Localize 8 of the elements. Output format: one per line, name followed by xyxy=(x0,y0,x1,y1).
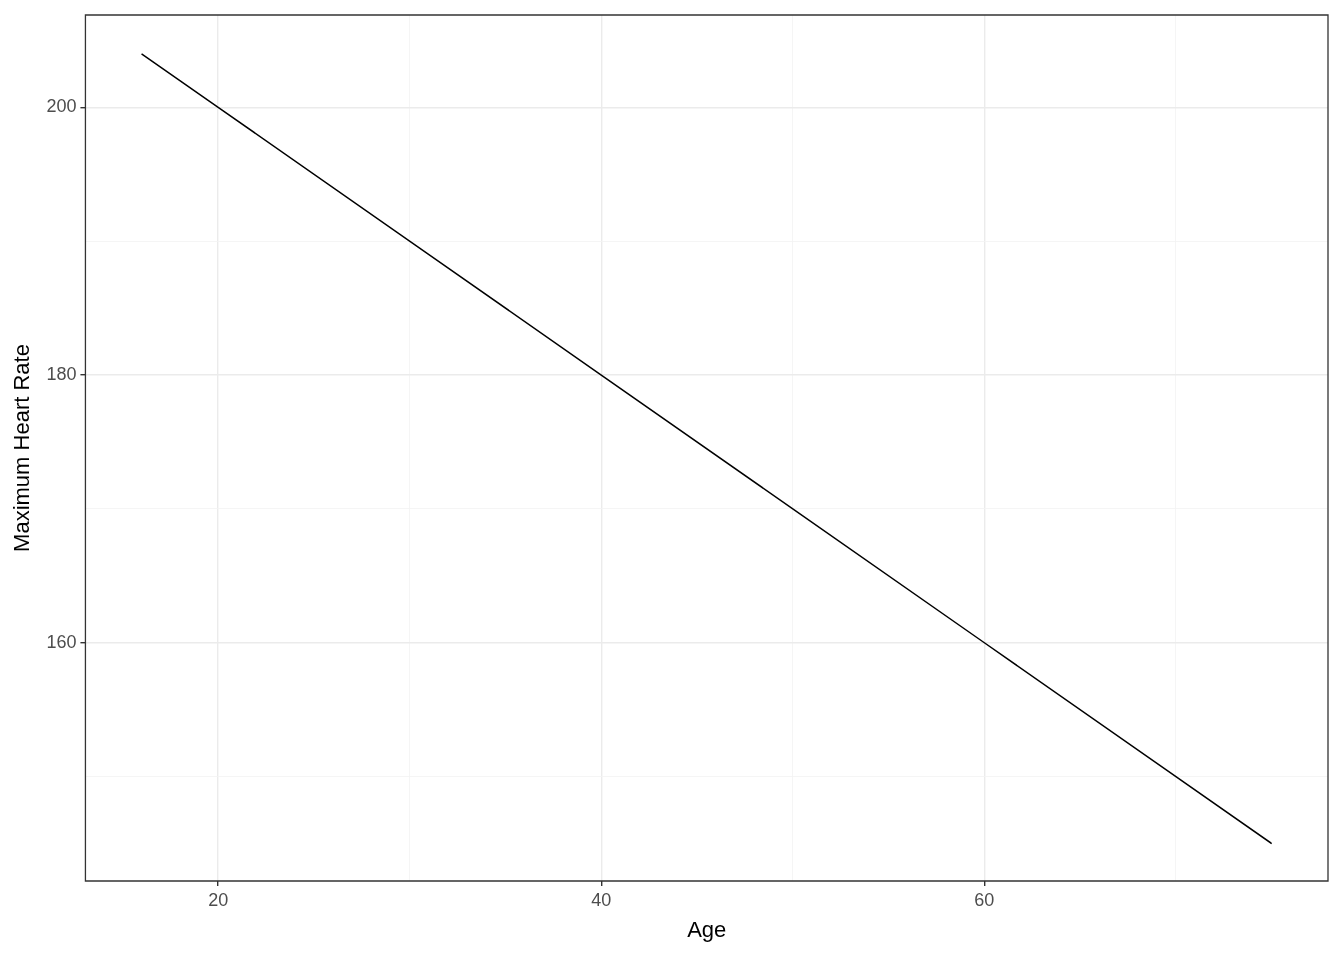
x-axis-title: Age xyxy=(687,916,727,942)
x-tick-label: 60 xyxy=(974,889,995,910)
y-tick-label: 180 xyxy=(46,364,77,385)
y-tick-label: 200 xyxy=(46,96,77,117)
y-tick-label: 160 xyxy=(46,631,77,652)
x-tick-label: 20 xyxy=(208,889,229,910)
x-tick-label: 40 xyxy=(591,889,612,910)
y-axis-title: Maximum Heart Rate xyxy=(9,344,35,552)
